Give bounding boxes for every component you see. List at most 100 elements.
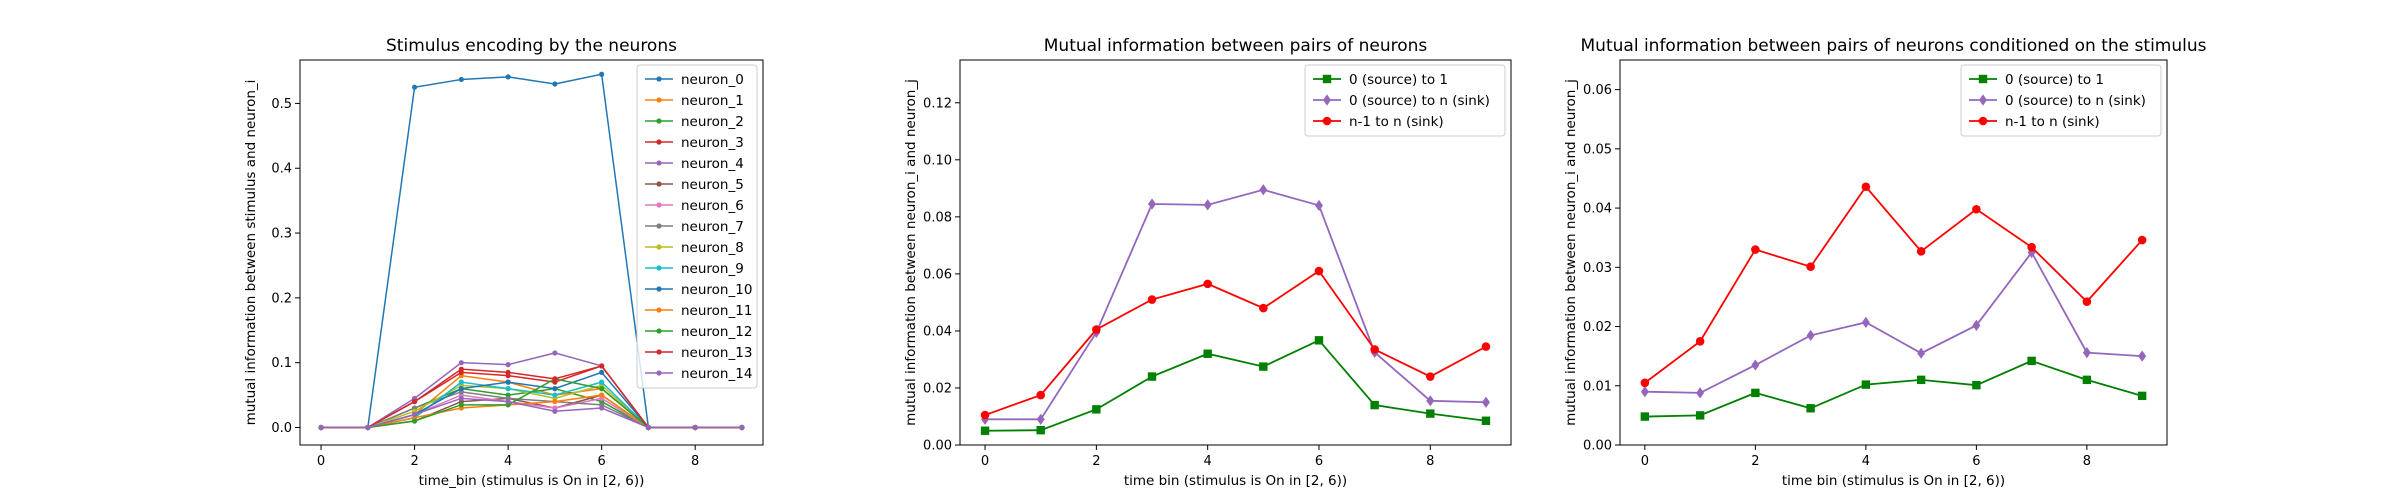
- y-tick-label: 0.12: [923, 96, 952, 111]
- data-point: [1036, 425, 1045, 435]
- legend-label: neuron_14: [681, 366, 752, 382]
- legend-marker: [1322, 116, 1332, 126]
- y-tick-label: 0.3: [271, 227, 292, 242]
- y-axis-label: mutual information between stimulus and …: [243, 80, 259, 426]
- data-point: [552, 398, 558, 405]
- y-tick-label: 0.02: [1583, 320, 1612, 335]
- data-point: [1203, 279, 1212, 289]
- y-tick-label: 0.06: [1583, 83, 1612, 98]
- data-point: [1695, 411, 1705, 420]
- data-point: [505, 379, 511, 385]
- x-tick-label: 8: [2083, 454, 2091, 469]
- x-tick-label: 6: [1315, 454, 1323, 469]
- legend-label: n-1 to n (sink): [1349, 114, 1444, 130]
- data-point: [1203, 199, 1212, 211]
- legend-marker: [1978, 116, 1988, 126]
- data-point: [552, 392, 558, 398]
- legend-label: neuron_7: [681, 219, 744, 235]
- legend-label: 0 (source) to 1: [2005, 72, 2104, 88]
- ticks: 0 2 4 6 8 0.00 0.01 0.02 0.03 0.04 0.05 0.06: [1583, 83, 2091, 469]
- y-tick-label: 0.1: [271, 356, 292, 371]
- data-point: [1861, 380, 1871, 389]
- legend-label: neuron_10: [681, 282, 752, 298]
- x-tick-label: 4: [1204, 454, 1212, 469]
- legend-label: neuron_4: [681, 156, 744, 172]
- data-point: [1092, 405, 1101, 414]
- legend-label: neuron_5: [681, 177, 744, 193]
- x-tick-label: 0: [981, 454, 989, 469]
- ticks: 0 2 4 6 8 0.0 0.1 0.2 0.3 0.4 0.5: [271, 97, 699, 469]
- data-point: [692, 424, 698, 431]
- data-point: [2027, 242, 2036, 252]
- data-point: [645, 424, 652, 431]
- y-tick-label: 0.00: [923, 439, 952, 454]
- subplot-stimulus-encoding: Stimulus encoding by the neurons time_bi…: [243, 36, 764, 489]
- series-line: [1644, 250, 2143, 394]
- x-tick-label: 4: [1862, 454, 1870, 469]
- series-line: [1644, 359, 2143, 418]
- data-point: [599, 386, 605, 392]
- data-point: [1259, 362, 1268, 371]
- y-tick-label: 0.05: [1583, 142, 1612, 157]
- data-point: [599, 405, 605, 411]
- legend-label: 0 (source) to n (sink): [1349, 93, 1490, 109]
- data-point: [1314, 199, 1323, 212]
- legend-label: neuron_6: [681, 198, 744, 214]
- legend-marker: [656, 265, 662, 271]
- legend-label: neuron_12: [681, 324, 752, 340]
- x-tick-label: 2: [410, 454, 418, 469]
- data-point: [505, 369, 511, 376]
- axes-frame: [1619, 59, 2168, 446]
- legend-marker: [656, 202, 662, 208]
- legend-label: 0 (source) to n (sink): [2005, 93, 2146, 109]
- data-point: [1314, 266, 1324, 276]
- data-point: [2082, 297, 2092, 306]
- data-point: [411, 398, 418, 405]
- x-tick-label: 6: [1972, 454, 1980, 469]
- legend-box: [1304, 64, 1506, 137]
- data-point: [1036, 413, 1045, 425]
- legend-marker: [1322, 74, 1332, 84]
- x-tick-label: 6: [598, 454, 606, 469]
- x-tick-label: 2: [1092, 454, 1100, 469]
- data-point: [505, 362, 511, 368]
- data-point: [1916, 375, 1926, 385]
- data-point: [599, 369, 605, 376]
- data-point: [599, 379, 605, 385]
- data-point: [1861, 316, 1870, 328]
- series-line: [1644, 185, 2143, 384]
- legend-label: neuron_9: [681, 261, 744, 277]
- legend-marker: [656, 160, 662, 166]
- legend-label: neuron_8: [681, 240, 744, 256]
- y-tick-label: 0.4: [271, 162, 292, 177]
- x-tick-label: 8: [691, 454, 699, 469]
- data-point: [458, 379, 464, 385]
- data-point: [1426, 395, 1435, 407]
- y-tick-label: 0.03: [1583, 261, 1612, 276]
- legend-marker: [656, 307, 662, 313]
- data-point: [1640, 412, 1650, 421]
- data-point: [1259, 184, 1268, 196]
- data-point: [1425, 372, 1435, 381]
- data-point: [2027, 356, 2036, 366]
- data-point: [552, 376, 558, 382]
- legend-marker: [656, 223, 662, 229]
- x-axis-label: time bin (stimulus is On in [2, 6)): [1124, 473, 1347, 489]
- data-point: [411, 411, 418, 418]
- data-point: [552, 81, 558, 87]
- legend-marker: [656, 139, 662, 145]
- x-tick-label: 8: [1426, 454, 1434, 469]
- data-point: [1370, 345, 1379, 354]
- data-point: [1203, 349, 1212, 358]
- data-point: [1751, 388, 1760, 398]
- data-point: [411, 418, 418, 424]
- data-point: [1426, 409, 1435, 418]
- data-point: [505, 386, 511, 392]
- data-point: [458, 76, 464, 83]
- data-point: [1972, 204, 1981, 214]
- x-tick-label: 2: [1751, 454, 1759, 469]
- x-tick-label: 0: [1641, 454, 1649, 469]
- data-point: [1916, 247, 1926, 256]
- legend-marker: [1323, 94, 1331, 106]
